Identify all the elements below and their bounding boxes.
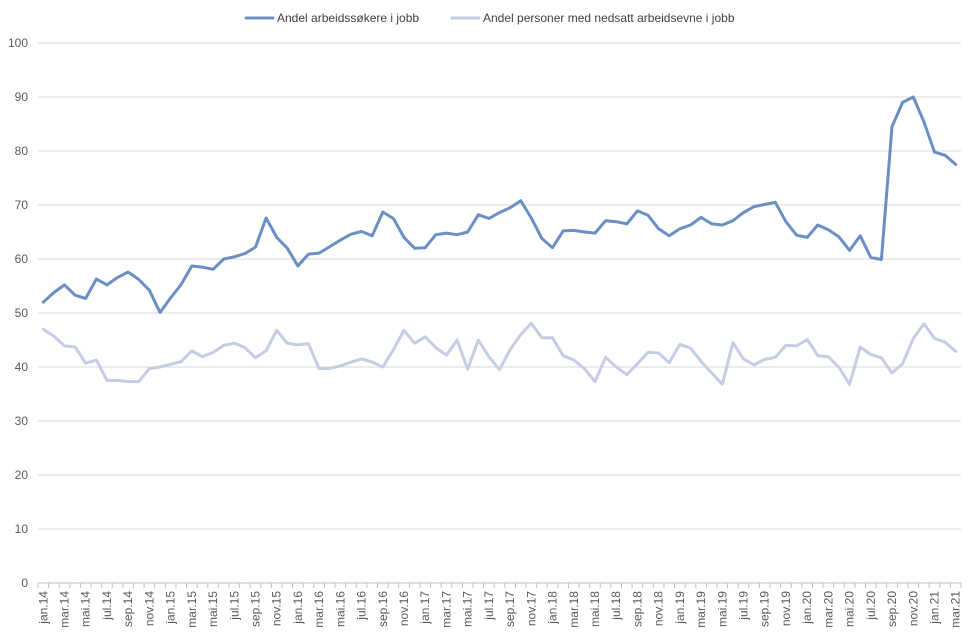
x-tick-label: jul.16 bbox=[355, 591, 369, 621]
x-tick-label: mar.17 bbox=[439, 591, 453, 628]
y-tick-label: 70 bbox=[15, 198, 29, 212]
x-tick-label: jan.14 bbox=[36, 591, 50, 625]
y-tick-label: 80 bbox=[15, 144, 29, 158]
x-tick-label: jul.17 bbox=[482, 591, 496, 621]
y-tick-label: 100 bbox=[8, 36, 28, 50]
x-tick-label: sep.17 bbox=[503, 591, 517, 627]
y-axis-tick-labels: 0 10 20 30 40 50 60 70 80 90 100 bbox=[8, 36, 28, 590]
x-tick-label: jul.18 bbox=[609, 591, 623, 621]
y-tick-label: 0 bbox=[21, 576, 28, 590]
series-line-arbeidssokere bbox=[41, 95, 958, 314]
x-tick-label: jan.19 bbox=[673, 591, 687, 625]
x-tick-label: jul.15 bbox=[227, 591, 241, 621]
legend-label-arbeidssokere: Andel arbeidssøkere i jobb bbox=[277, 11, 419, 25]
x-tick-label: jul.14 bbox=[100, 591, 114, 621]
x-tick-label: mai.16 bbox=[333, 591, 347, 627]
x-tick-label: sep.15 bbox=[248, 591, 262, 627]
x-tick-label: mar.21 bbox=[949, 591, 963, 628]
y-tick-label: 10 bbox=[15, 522, 29, 536]
x-tick-label: sep.14 bbox=[121, 591, 135, 627]
x-tick-label: sep.18 bbox=[630, 591, 644, 627]
x-tick-label: nov.19 bbox=[779, 591, 793, 626]
x-tick-label: mar.15 bbox=[185, 591, 199, 628]
x-tick-label: mar.16 bbox=[312, 591, 326, 628]
x-tick-label: jan.20 bbox=[800, 591, 814, 625]
x-tick-label: mai.15 bbox=[206, 591, 220, 627]
x-tick-label: jul.19 bbox=[737, 591, 751, 621]
x-tick-label: sep.19 bbox=[758, 591, 772, 627]
y-tick-label: 60 bbox=[15, 252, 29, 266]
x-tick-label: jan.16 bbox=[291, 591, 305, 625]
series-lines bbox=[41, 95, 958, 386]
x-tick-label: jan.18 bbox=[546, 591, 560, 625]
x-tick-label: jan.17 bbox=[418, 591, 432, 625]
x-tick-label: mar.20 bbox=[821, 591, 835, 628]
legend-label-nedsatt-arbeidsevne: Andel personer med nedsatt arbeidsevne i… bbox=[483, 11, 735, 25]
x-tick-label: mai.20 bbox=[843, 591, 857, 627]
x-tick-label: sep.20 bbox=[885, 591, 899, 627]
x-tick-label: nov.18 bbox=[652, 591, 666, 626]
y-tick-label: 30 bbox=[15, 414, 29, 428]
x-tick-label: jul.20 bbox=[864, 591, 878, 621]
x-tick-label: nov.15 bbox=[270, 591, 284, 626]
gridlines bbox=[38, 42, 961, 530]
legend: Andel arbeidssøkere i jobb Andel persone… bbox=[244, 11, 735, 25]
x-tick-label: mai.14 bbox=[79, 591, 93, 627]
x-axis-tick-labels: jan.14 mar.14 mai.14 jul.14 sep.14 nov.14 jan.… bbox=[36, 591, 962, 628]
x-tick-label: nov.20 bbox=[906, 591, 920, 626]
y-tick-label: 90 bbox=[15, 90, 29, 104]
x-tick-label: nov.16 bbox=[397, 591, 411, 626]
x-tick-label: mai.19 bbox=[715, 591, 729, 627]
y-tick-label: 20 bbox=[15, 468, 29, 482]
x-tick-label: mar.14 bbox=[58, 591, 72, 628]
x-tick-label: jan.21 bbox=[927, 591, 941, 625]
y-tick-label: 40 bbox=[15, 360, 29, 374]
x-tick-label: sep.16 bbox=[376, 591, 390, 627]
x-tick-label: jan.15 bbox=[164, 591, 178, 625]
x-tick-label: mai.17 bbox=[461, 591, 475, 627]
x-tick-label: mar.18 bbox=[567, 591, 581, 628]
x-tick-label: nov.17 bbox=[524, 591, 538, 626]
x-tick-label: mar.19 bbox=[694, 591, 708, 628]
x-tick-label: nov.14 bbox=[142, 591, 156, 626]
y-tick-label: 50 bbox=[15, 306, 29, 320]
series-line-nedsatt-arbeidsevne bbox=[41, 321, 958, 386]
x-tick-label: mai.18 bbox=[588, 591, 602, 627]
x-axis bbox=[37, 582, 962, 588]
